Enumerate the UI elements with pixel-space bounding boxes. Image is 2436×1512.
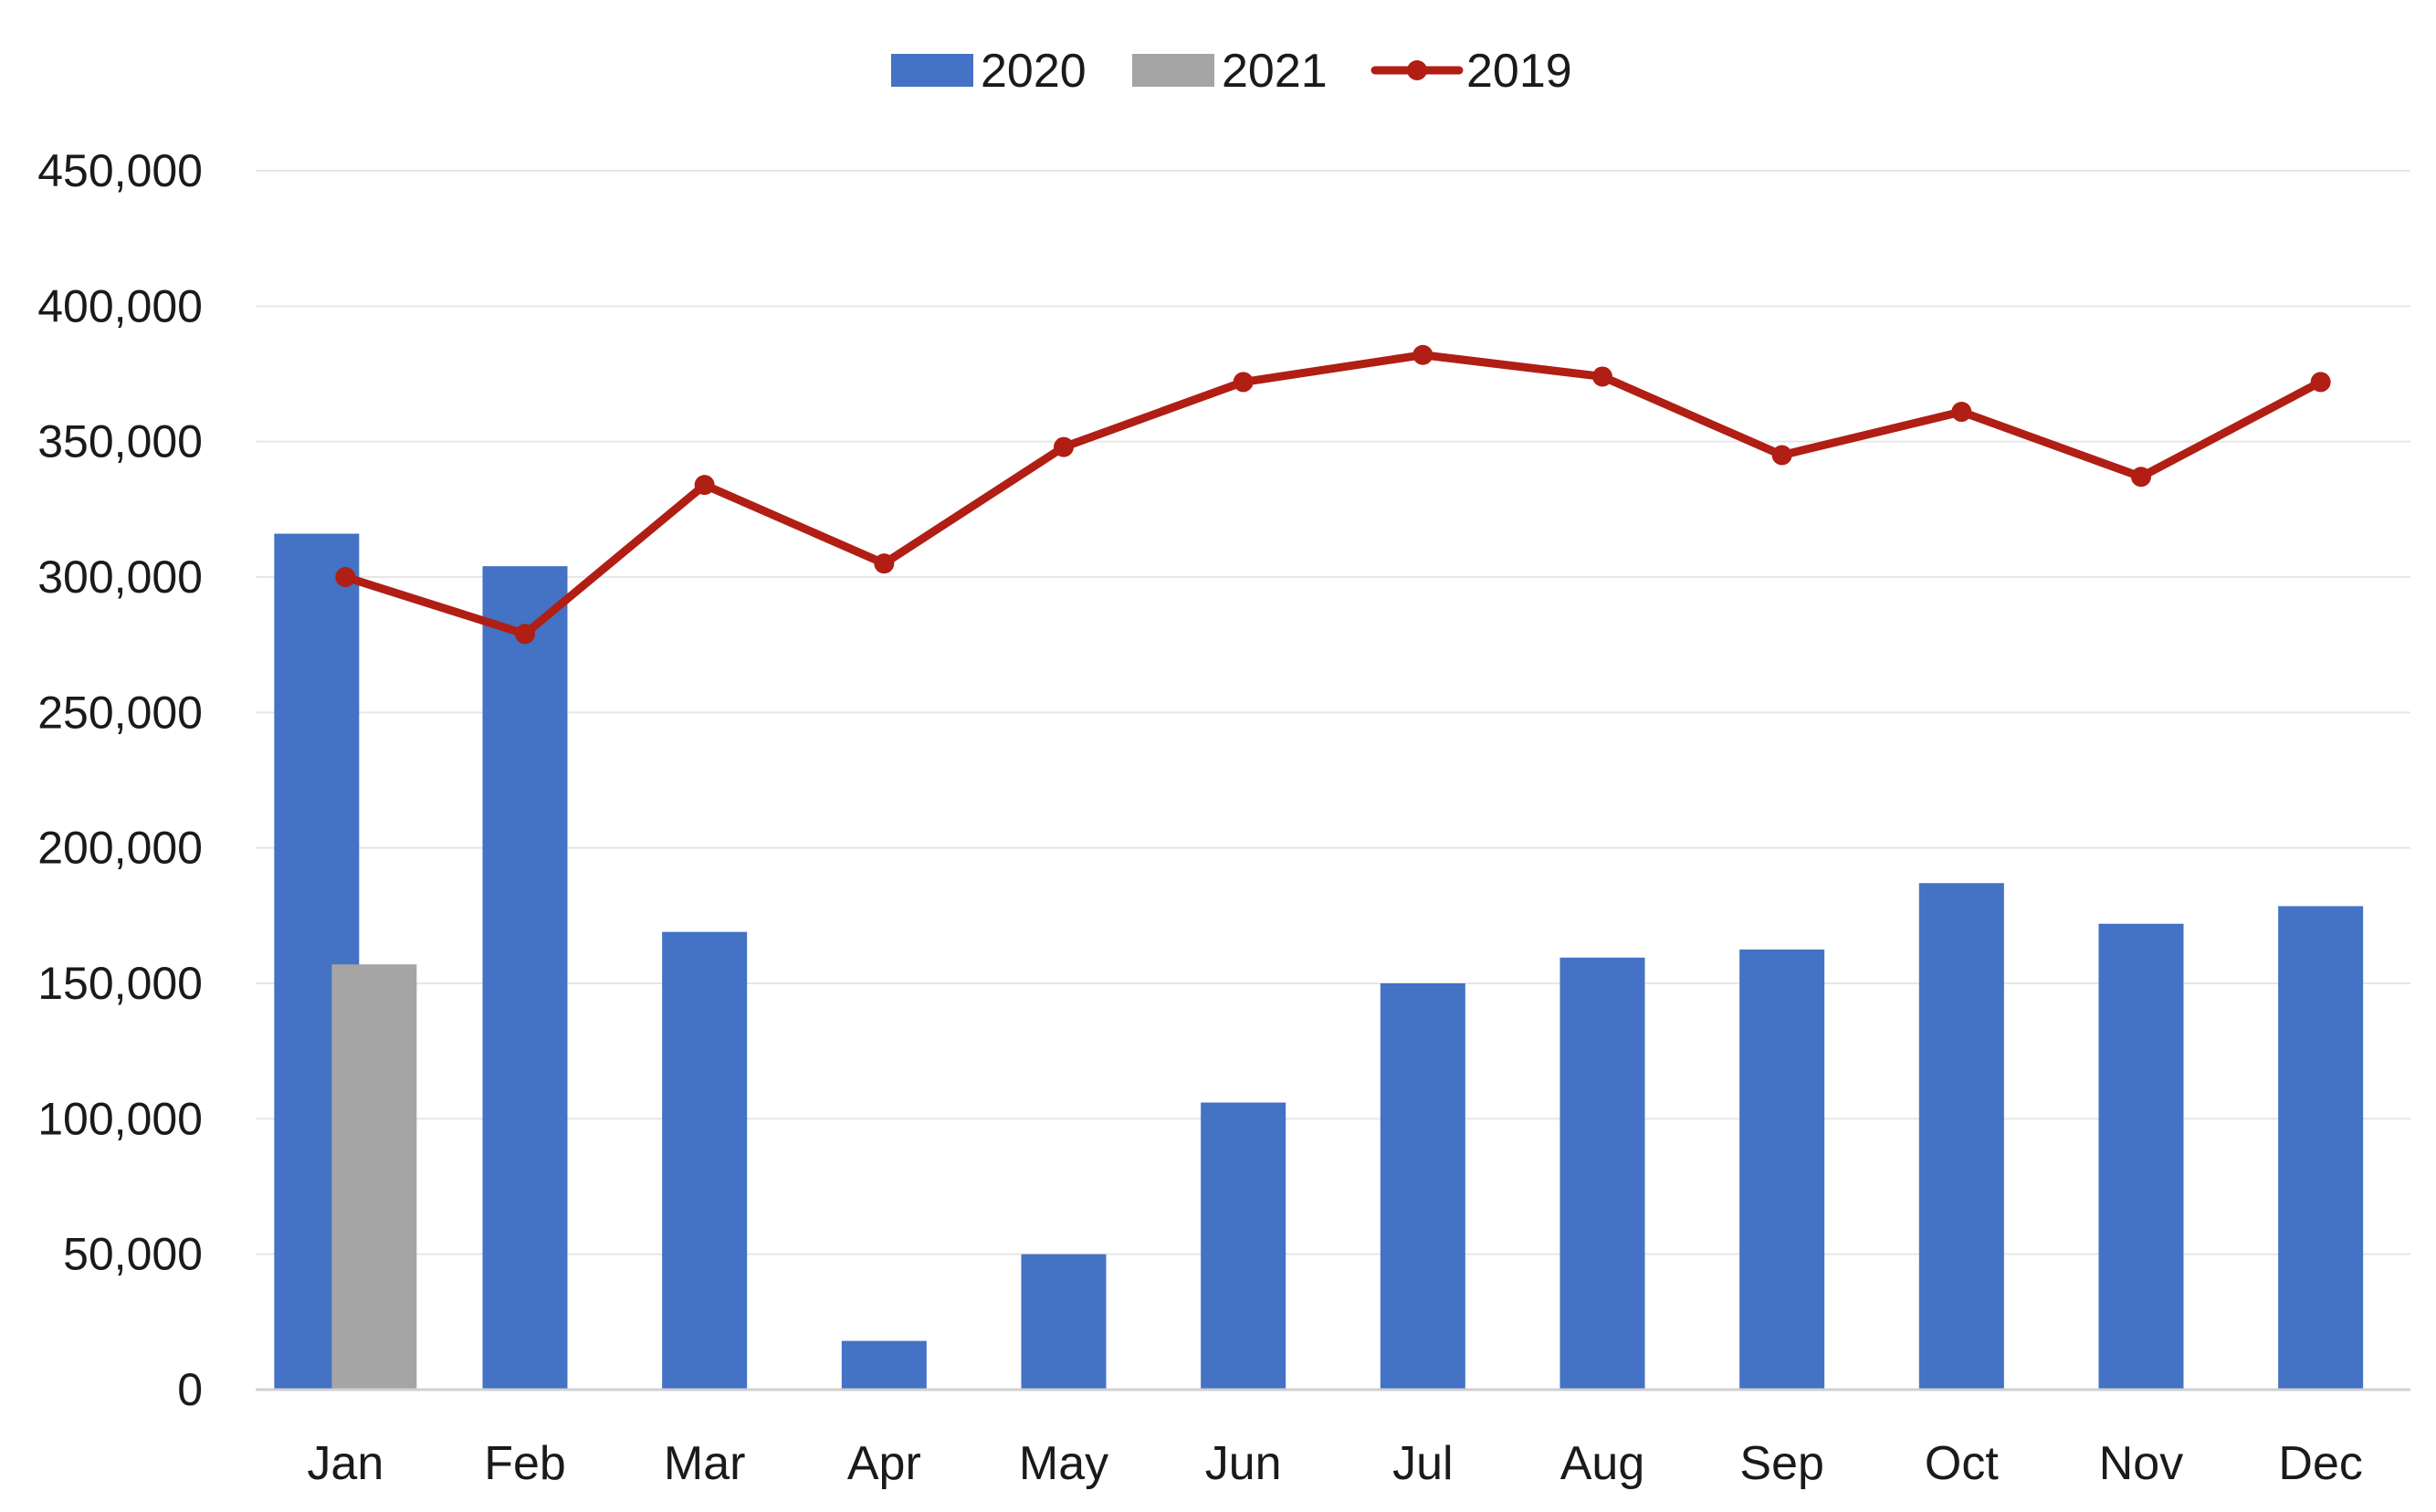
x-tick-label: Jun — [1205, 1437, 1282, 1490]
x-tick-label: Jan — [307, 1437, 383, 1490]
point-2019-may — [1054, 436, 1074, 457]
x-tick-label: Aug — [1560, 1437, 1645, 1490]
x-tick-label: Apr — [847, 1437, 921, 1490]
point-2019-oct — [1951, 402, 1972, 423]
line-2019 — [341, 351, 2326, 638]
y-tick-label: 50,000 — [63, 1229, 203, 1280]
bar-2020-mar — [662, 931, 748, 1390]
bar-2020-nov — [2098, 923, 2184, 1390]
x-tick-label: Oct — [1925, 1437, 1999, 1490]
line-series — [335, 344, 2331, 645]
x-axis-tick-labels: Jan Feb Mar Apr May Jun Jul Aug Sep Oct Nov Dec — [307, 1437, 2362, 1490]
point-2019-feb — [515, 624, 535, 645]
point-2019-jun — [1233, 372, 1254, 393]
legend-item-2021: 2021 — [1132, 45, 1328, 98]
x-tick-label: Feb — [484, 1437, 566, 1490]
y-tick-label: 400,000 — [37, 280, 203, 331]
bar-2020-sep — [1739, 949, 1825, 1390]
point-2019-mar — [694, 475, 715, 496]
legend-label: 2019 — [1466, 45, 1572, 98]
y-tick-label: 100,000 — [37, 1093, 203, 1144]
bars — [274, 533, 2364, 1390]
x-tick-label: May — [1019, 1437, 1108, 1490]
bar-2020-aug — [1559, 957, 1645, 1390]
x-tick-label: Mar — [664, 1437, 746, 1490]
legend-label: 2020 — [981, 45, 1087, 98]
bar-2020-feb — [482, 566, 568, 1390]
bar-2020-oct — [1918, 883, 2004, 1390]
legend-item-2020: 2020 — [891, 45, 1087, 98]
point-2019-sep — [1771, 445, 1792, 466]
bar-2020-apr — [841, 1340, 927, 1390]
y-tick-label: 450,000 — [37, 145, 203, 196]
y-axis-tick-labels: 0 50,000 100,000 150,000 200,000 250,000 300,0… — [37, 145, 203, 1415]
point-2019-apr — [874, 553, 895, 574]
x-tick-label: Jul — [1392, 1437, 1453, 1490]
point-2019-nov — [2131, 467, 2151, 488]
point-2019-dec — [2310, 372, 2331, 393]
y-tick-label: 300,000 — [37, 551, 203, 603]
x-tick-label: Nov — [2099, 1437, 2183, 1490]
legend-marker — [1407, 60, 1427, 80]
bar-2020-jun — [1201, 1102, 1286, 1390]
y-tick-label: 250,000 — [37, 687, 203, 738]
legend-swatch — [1132, 54, 1214, 87]
y-tick-label: 200,000 — [37, 823, 203, 874]
point-2019-aug — [1592, 366, 1612, 387]
x-tick-label: Dec — [2278, 1437, 2362, 1490]
legend-label: 2021 — [1222, 45, 1328, 98]
bar-2020-dec — [2278, 906, 2364, 1390]
y-tick-label: 350,000 — [37, 416, 203, 467]
y-tick-label: 0 — [177, 1364, 203, 1415]
legend: 2020 2021 2019 — [891, 45, 1572, 98]
x-tick-label: Sep — [1739, 1437, 1824, 1490]
legend-swatch — [891, 54, 973, 87]
bar-2020-jul — [1380, 983, 1465, 1390]
y-tick-label: 150,000 — [37, 958, 203, 1009]
point-2019-jan — [335, 567, 356, 587]
gridlines — [256, 170, 2410, 1255]
bar-2021-jan — [331, 964, 417, 1390]
bar-2020-may — [1021, 1254, 1107, 1390]
point-2019-jul — [1412, 344, 1433, 365]
legend-item-2019: 2019 — [1370, 45, 1572, 98]
